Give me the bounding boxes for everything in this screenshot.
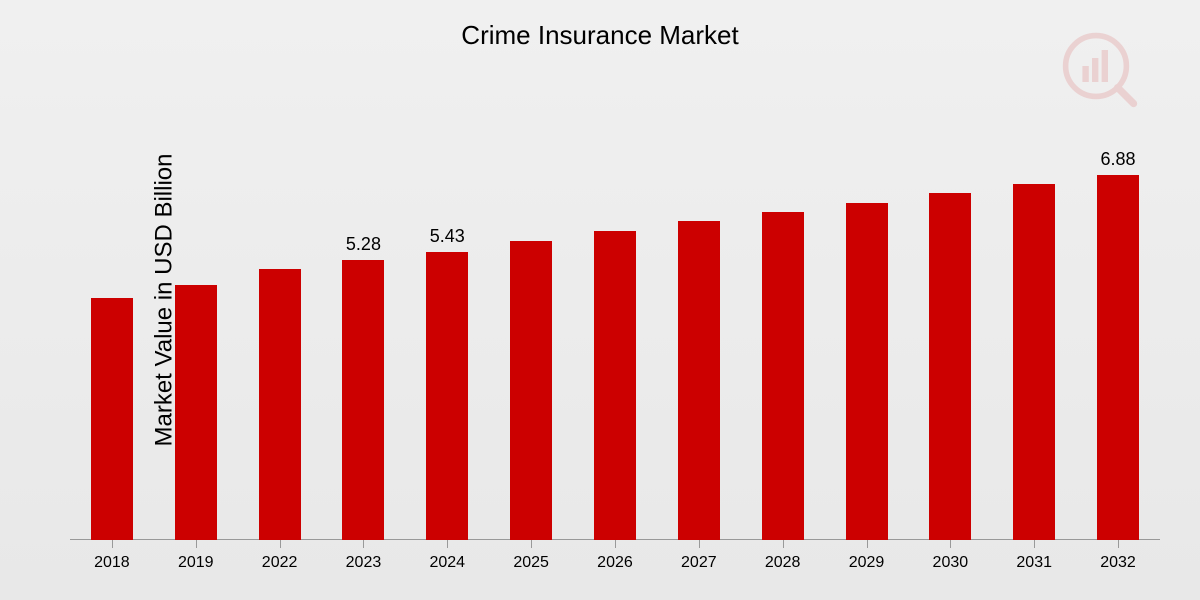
x-axis-label: 2031 (996, 554, 1072, 572)
x-tick (783, 540, 784, 548)
bar (1097, 175, 1139, 541)
bar-group: 5.43 (409, 115, 485, 540)
bar (929, 193, 971, 540)
bar (342, 260, 384, 541)
x-axis-label: 2025 (493, 554, 569, 572)
bar (259, 269, 301, 540)
x-tick (1034, 540, 1035, 548)
x-tick (363, 540, 364, 548)
bar-value-label: 5.28 (346, 234, 381, 255)
bar-value-label: 6.88 (1101, 149, 1136, 170)
bar-group (996, 115, 1072, 540)
x-axis-label: 2024 (409, 554, 485, 572)
bar (762, 212, 804, 540)
bar-group (661, 115, 737, 540)
bar-group: 6.88 (1080, 115, 1156, 540)
x-axis-label: 2026 (577, 554, 653, 572)
bar-value-label: 5.43 (430, 226, 465, 247)
bar-group (828, 115, 904, 540)
x-axis-label: 2022 (241, 554, 317, 572)
bar-group (577, 115, 653, 540)
chart-title: Crime Insurance Market (461, 20, 738, 51)
bar (91, 298, 133, 540)
x-axis-label: 2028 (745, 554, 821, 572)
x-axis-label: 2023 (325, 554, 401, 572)
bar (594, 231, 636, 540)
x-axis-label: 2032 (1080, 554, 1156, 572)
bars-container: 5.28 5.43 6.88 (70, 115, 1160, 540)
bar-group (493, 115, 569, 540)
x-tick (615, 540, 616, 548)
x-axis-label: 2019 (158, 554, 234, 572)
bar-group: 5.28 (325, 115, 401, 540)
x-axis-label: 2029 (828, 554, 904, 572)
x-tick (196, 540, 197, 548)
plot-area: 5.28 5.43 6.88 (70, 115, 1160, 540)
bar (510, 241, 552, 540)
x-axis-label: 2030 (912, 554, 988, 572)
x-axis-labels: 2018 2019 2022 2023 2024 2025 2026 2027 2028 2029… (70, 554, 1160, 572)
watermark-logo-icon (1060, 30, 1140, 110)
x-axis-label: 2018 (74, 554, 150, 572)
bar-group (241, 115, 317, 540)
x-tick (699, 540, 700, 548)
bar-group (74, 115, 150, 540)
x-tick (447, 540, 448, 548)
x-tick (112, 540, 113, 548)
bar-group (912, 115, 988, 540)
bar (1013, 184, 1055, 540)
x-tick (1118, 540, 1119, 548)
x-axis-label: 2027 (661, 554, 737, 572)
x-tick (531, 540, 532, 548)
bar-group (158, 115, 234, 540)
bar-group (745, 115, 821, 540)
x-tick (280, 540, 281, 548)
bar (426, 252, 468, 540)
bar (846, 203, 888, 540)
x-tick (950, 540, 951, 548)
bar (175, 285, 217, 540)
x-tick (867, 540, 868, 548)
bar (678, 221, 720, 540)
